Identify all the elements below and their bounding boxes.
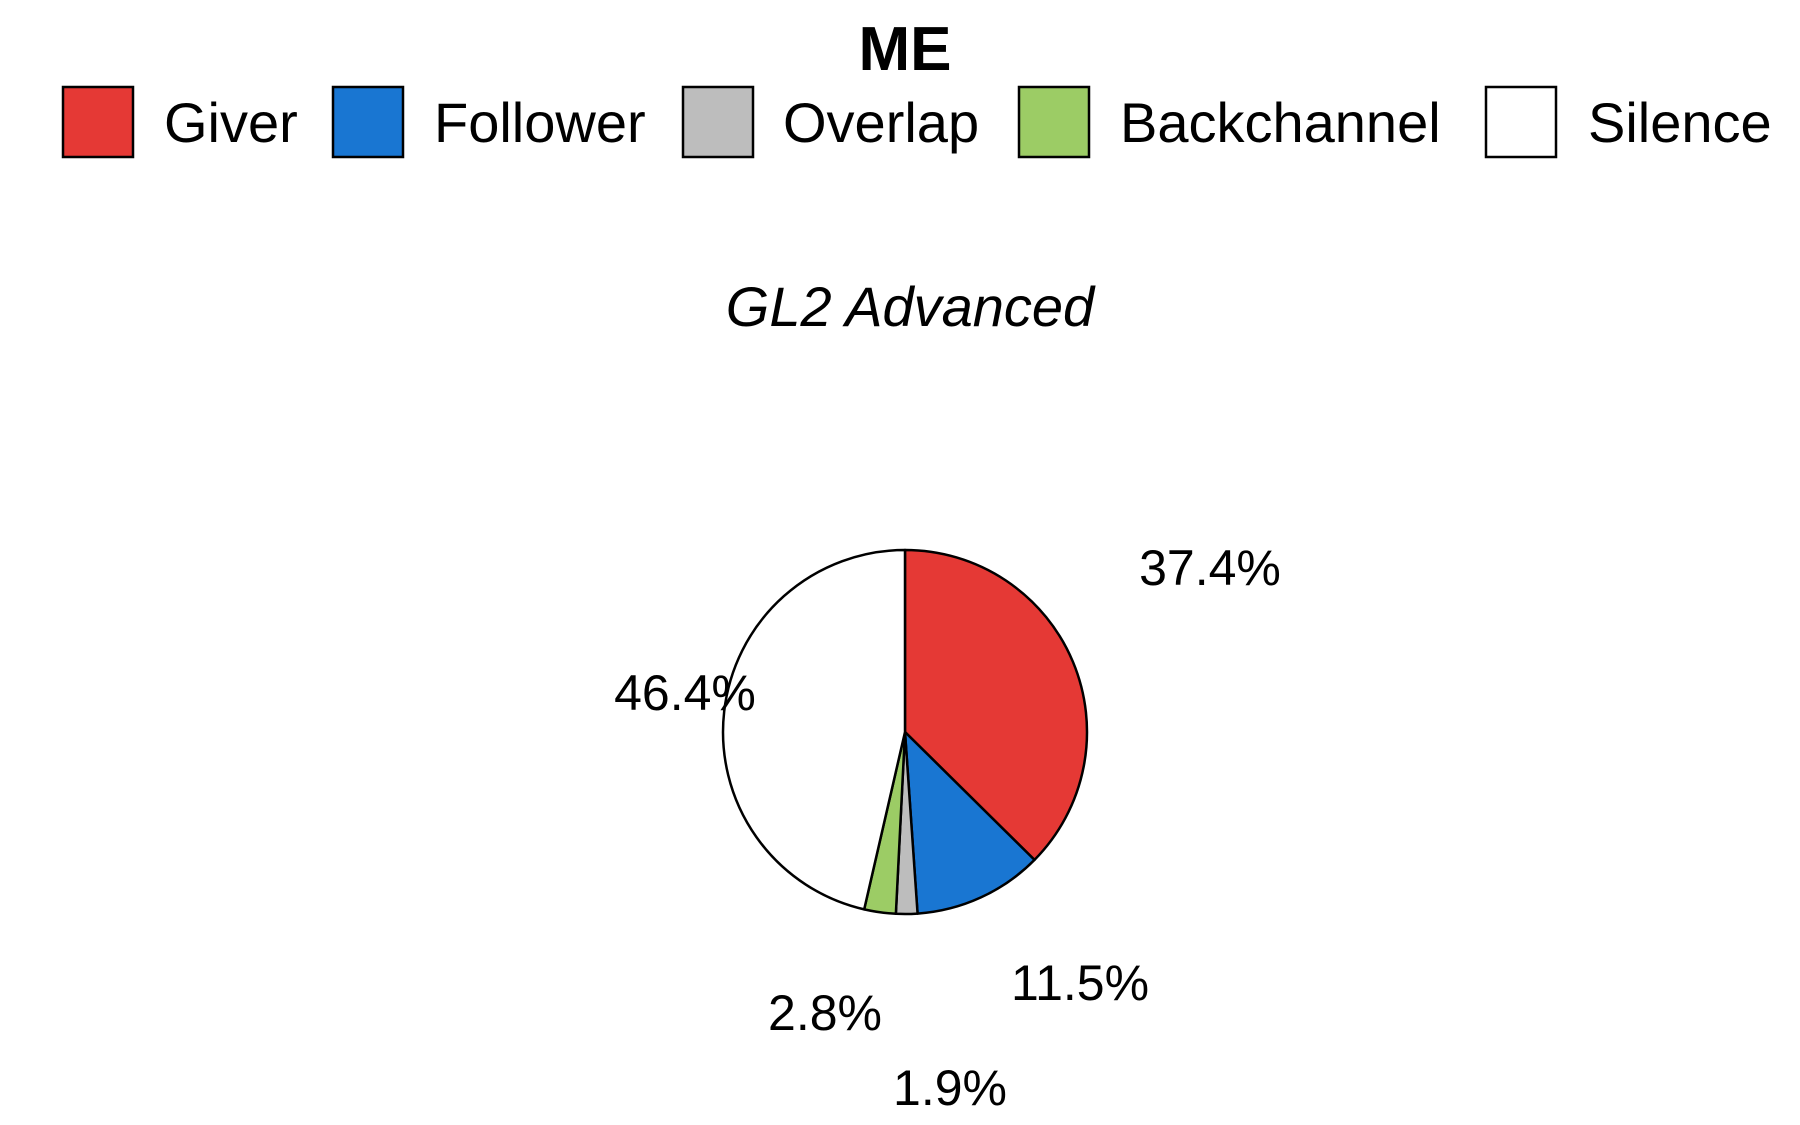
data-label-backchannel: 2.8% [768, 985, 882, 1041]
legend-item-backchannel: Backchannel [1017, 85, 1441, 159]
legend-swatch-overlap [681, 85, 755, 159]
legend-swatch-follower [331, 85, 405, 159]
legend-label-overlap: Overlap [783, 91, 979, 154]
legend-swatch-silence [1484, 85, 1558, 159]
legend-swatch-backchannel [1017, 85, 1091, 159]
pie-slice-giver [903, 548, 1089, 862]
data-label-follower: 11.5% [1011, 955, 1149, 1011]
pie-slice-follower [903, 730, 1036, 915]
legend-label-backchannel: Backchannel [1120, 91, 1441, 154]
legend-item-giver: Giver [61, 85, 298, 159]
legend-item-follower: Follower [331, 85, 646, 159]
pie-slice-silence [721, 548, 907, 911]
pie-slices [721, 548, 1089, 916]
legend-swatch-giver [61, 85, 135, 159]
legend-label-follower: Follower [434, 91, 646, 154]
legend-item-silence: Silence [1484, 85, 1772, 159]
legend-label-giver: Giver [164, 91, 298, 154]
legend-label-silence: Silence [1588, 91, 1772, 154]
legend-title: ME [859, 15, 952, 84]
data-label-giver: 37.4% [1139, 540, 1281, 596]
legend-item-overlap: Overlap [681, 85, 979, 159]
data-label-overlap: 1.9% [893, 1060, 1007, 1116]
chart-title: GL2 Advanced [726, 275, 1096, 338]
data-label-silence: 46.4% [614, 665, 756, 721]
legend: Giver Follower Overlap Backchannel Silen… [61, 85, 1772, 159]
pie-labels: 37.4% 11.5%1.9%2.8% 46.4% [614, 540, 1281, 1116]
